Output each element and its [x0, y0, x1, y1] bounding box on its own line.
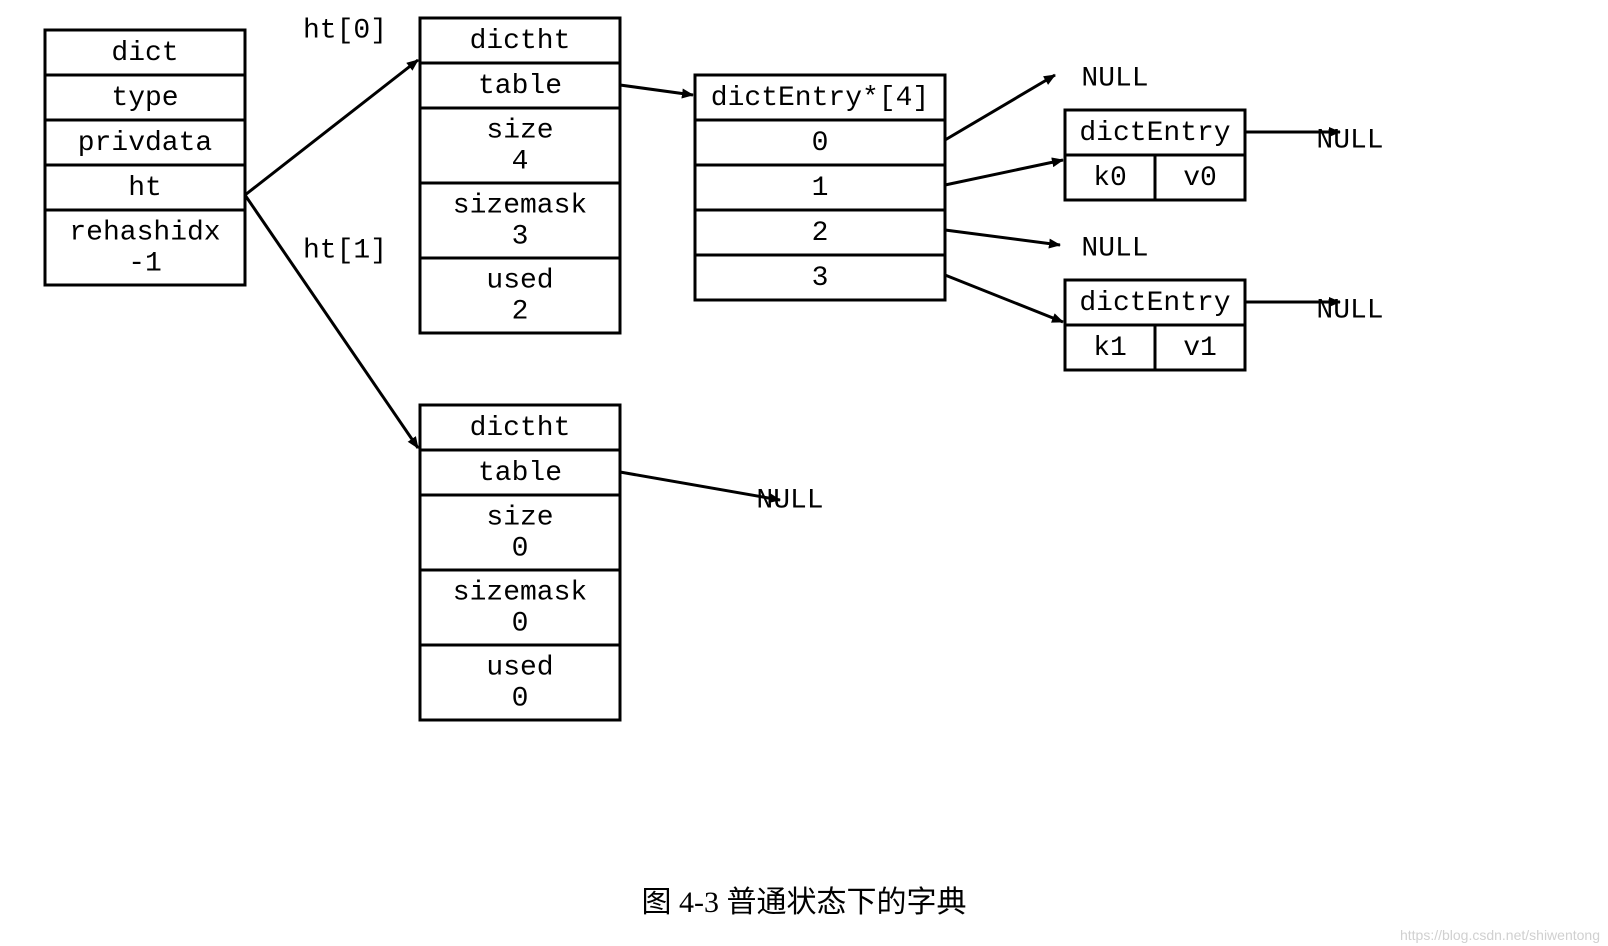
null-top: NULL: [1081, 63, 1148, 94]
dict-header-text: dict: [111, 38, 178, 69]
arrow-ht->dictht0: [245, 60, 418, 195]
bucket-row-2-text: 2: [812, 218, 829, 249]
dictht1-row-3-text: 0: [512, 683, 529, 714]
null-e0: NULL: [1316, 125, 1383, 156]
dict-row-1-text: privdata: [78, 128, 212, 159]
entry1-val-text: v1: [1183, 333, 1217, 364]
bucket-row-1-text: 1: [812, 173, 829, 204]
bucket-header-text: dictEntry*[4]: [711, 83, 929, 114]
figure-caption: 图 4-3 普通状态下的字典: [642, 886, 967, 919]
entry1-header-text: dictEntry: [1079, 288, 1230, 319]
dictht0-row-3-text: used: [486, 265, 553, 296]
dictht0-row-2-text: sizemask: [453, 190, 587, 221]
entry0-val-text: v0: [1183, 163, 1217, 194]
entry0-key-text: k0: [1093, 163, 1127, 194]
dictht1-row-1-text: size: [486, 502, 553, 533]
dictht1-row-2-text: sizemask: [453, 577, 587, 608]
dict-row-3-text: -1: [128, 248, 162, 279]
watermark: https://blog.csdn.net/shiwentong: [1400, 927, 1600, 943]
arrow-idx3->entry1: [945, 275, 1063, 322]
dictht0-row-2-text: 3: [512, 221, 529, 252]
dictht0-row-1-text: size: [486, 115, 553, 146]
dictht1-row-1-text: 0: [512, 533, 529, 564]
arrow-ht->dictht1: [245, 195, 418, 448]
arrow-idx0->NULL: [945, 75, 1055, 140]
ht1-label: ht[1]: [303, 235, 387, 266]
dict-diagram: dict type privdata ht rehashidx-1 dictht table…: [0, 0, 1608, 946]
arrow-idx1->entry0: [945, 160, 1063, 185]
dictht0-row-3-text: 2: [512, 296, 529, 327]
arrow-table0->bucket: [620, 85, 693, 95]
dictht1-header-text: dictht: [470, 413, 571, 444]
dict-row-3-text: rehashidx: [69, 217, 220, 248]
entry1-key-text: k1: [1093, 333, 1127, 364]
dictht0-row-1-text: 4: [512, 146, 529, 177]
ht0-label: ht[0]: [303, 15, 387, 46]
null-e1: NULL: [1316, 295, 1383, 326]
entry0-header-text: dictEntry: [1079, 118, 1230, 149]
dictht1-row-2-text: 0: [512, 608, 529, 639]
null-ht1: NULL: [756, 485, 823, 516]
bucket-row-3-text: 3: [812, 263, 829, 294]
arrow-idx2->NULL: [945, 230, 1060, 245]
dictht0-header-text: dictht: [470, 26, 571, 57]
dict-row-0-text: type: [111, 83, 178, 114]
dict-row-2-text: ht: [128, 173, 162, 204]
null-mid: NULL: [1081, 233, 1148, 264]
dictht1-row-3-text: used: [486, 652, 553, 683]
dictht0-row-0-text: table: [478, 71, 562, 102]
dictht1-row-0-text: table: [478, 458, 562, 489]
bucket-row-0-text: 0: [812, 128, 829, 159]
